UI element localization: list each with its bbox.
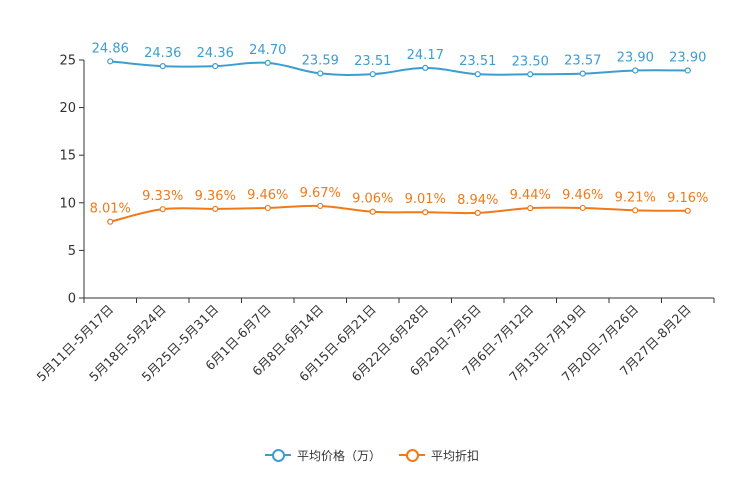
data-point [212,205,219,212]
data-point [107,218,114,225]
data-point [264,59,271,66]
series-line-0 [110,60,688,76]
data-point [579,204,586,212]
data-label: 8.94% [457,193,498,208]
chart-legend: 平均价格（万） 平均折扣 [0,444,744,466]
data-point [474,209,481,216]
data-point [579,70,586,77]
data-point [369,71,376,78]
legend-label-average-discount: 平均折扣 [431,448,480,463]
y-tick-label: 15 [59,149,76,164]
data-point [684,67,691,74]
data-label: 8.01% [90,202,131,217]
data-point [684,207,691,214]
data-label: 9.33% [142,189,183,204]
y-tick-label: 25 [59,54,76,69]
data-label: 9.44% [510,188,551,203]
chart-axes: 05101520255月11日-5月17日5月18日-5月24日5月25日-5月… [33,54,715,384]
series-line-1 [110,204,688,223]
data-label: 23.51 [354,54,391,69]
data-point [422,209,429,216]
data-label: 24.36 [144,46,181,61]
data-point [159,62,166,70]
line-marker-icon [264,448,291,462]
chart-series: 24.86 24.36 24.36 24.70 23.59 23.51 24.17 23.51… [90,41,708,225]
line-marker-icon [399,448,425,462]
legend-item-average-price[interactable]: 平均价格（万） [264,447,381,464]
data-point [474,71,481,78]
data-label: 9.67% [300,186,341,201]
data-label: 9.36% [195,189,236,204]
data-label: 23.59 [302,53,339,68]
data-point [107,58,114,65]
data-label: 9.01% [405,192,446,207]
data-label: 9.46% [247,188,288,203]
data-point [527,205,534,212]
data-point [527,71,534,78]
data-point [632,67,639,74]
data-label: 24.17 [407,48,444,63]
data-point [212,62,219,70]
y-tick-label: 10 [59,196,76,211]
data-label: 23.90 [617,50,654,65]
data-label: 23.57 [564,54,601,69]
legend-label-average-price: 平均价格（万） [296,448,381,463]
data-point [317,202,324,210]
data-label: 23.90 [669,50,706,65]
data-label: 24.86 [92,41,129,56]
data-label: 9.21% [615,190,656,205]
y-tick-label: 20 [59,101,76,116]
data-label: 24.36 [197,46,234,61]
data-label: 9.46% [562,188,603,203]
data-label: 23.51 [459,54,496,69]
data-point [264,204,271,212]
data-point [159,206,166,213]
data-point [369,208,376,215]
y-tick-label: 5 [68,244,76,259]
data-label: 24.70 [249,43,286,58]
data-point [632,207,639,214]
legend-item-average-discount[interactable]: 平均折扣 [399,447,479,464]
data-label: 23.50 [512,54,549,69]
y-tick-label: 0 [68,292,76,307]
data-point [422,64,429,72]
data-point [317,70,324,77]
data-label: 9.06% [352,192,393,207]
data-label: 9.16% [667,191,708,206]
